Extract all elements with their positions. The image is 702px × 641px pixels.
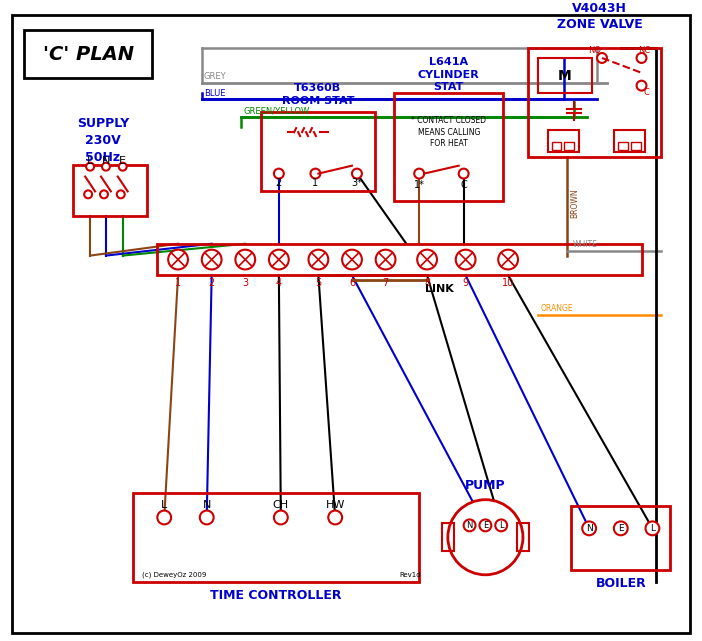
Text: M: M xyxy=(557,69,571,83)
Circle shape xyxy=(448,500,523,575)
Circle shape xyxy=(498,250,518,269)
Circle shape xyxy=(582,521,596,535)
Text: N: N xyxy=(585,524,592,533)
Circle shape xyxy=(269,250,289,269)
Circle shape xyxy=(614,521,628,535)
Circle shape xyxy=(597,53,607,63)
Text: 1: 1 xyxy=(175,278,181,288)
Text: E: E xyxy=(483,521,488,530)
Text: L641A
CYLINDER
STAT: L641A CYLINDER STAT xyxy=(418,57,479,92)
Text: NO: NO xyxy=(588,46,602,54)
Circle shape xyxy=(274,511,288,524)
Text: V4043H
ZONE VALVE: V4043H ZONE VALVE xyxy=(557,2,642,31)
Text: Rev1d: Rev1d xyxy=(399,572,421,578)
Circle shape xyxy=(157,511,171,524)
Text: 1: 1 xyxy=(312,178,319,188)
Text: 4: 4 xyxy=(276,278,282,288)
Text: (c) DeweyOz 2009: (c) DeweyOz 2009 xyxy=(143,572,207,578)
Text: LINK: LINK xyxy=(425,284,453,294)
Circle shape xyxy=(117,190,125,198)
Text: * CONTACT CLOSED
MEANS CALLING
FOR HEAT: * CONTACT CLOSED MEANS CALLING FOR HEAT xyxy=(411,117,486,147)
FancyBboxPatch shape xyxy=(24,30,152,78)
Text: WHITE: WHITE xyxy=(572,240,597,249)
Text: L: L xyxy=(161,499,167,510)
Text: 5: 5 xyxy=(315,278,322,288)
Circle shape xyxy=(274,169,284,179)
Text: 3*: 3* xyxy=(352,178,362,188)
Text: E: E xyxy=(119,156,126,166)
Text: 1*: 1* xyxy=(413,181,425,190)
Text: N: N xyxy=(466,521,472,530)
Text: CH: CH xyxy=(273,499,289,510)
Text: BOILER: BOILER xyxy=(595,577,646,590)
Text: GREEN/YELLOW: GREEN/YELLOW xyxy=(244,106,310,115)
Text: C: C xyxy=(644,88,649,97)
Text: 8: 8 xyxy=(424,278,430,288)
Circle shape xyxy=(637,81,647,90)
Circle shape xyxy=(352,169,362,179)
Circle shape xyxy=(463,519,475,531)
Text: 6: 6 xyxy=(349,278,355,288)
Circle shape xyxy=(329,511,342,524)
Circle shape xyxy=(201,250,222,269)
Text: BROWN: BROWN xyxy=(571,188,579,218)
Text: L: L xyxy=(650,524,655,533)
Text: 9: 9 xyxy=(463,278,469,288)
Circle shape xyxy=(310,169,320,179)
Text: BLUE: BLUE xyxy=(204,88,225,97)
Text: 'C' PLAN: 'C' PLAN xyxy=(43,44,133,63)
Circle shape xyxy=(308,250,329,269)
Text: SUPPLY
230V
50Hz: SUPPLY 230V 50Hz xyxy=(77,117,129,164)
Circle shape xyxy=(84,190,92,198)
Circle shape xyxy=(100,190,108,198)
Circle shape xyxy=(458,169,469,179)
Text: N: N xyxy=(203,499,211,510)
Text: HW: HW xyxy=(326,499,345,510)
Circle shape xyxy=(119,163,126,171)
Circle shape xyxy=(342,250,362,269)
Text: 7: 7 xyxy=(383,278,389,288)
Text: L: L xyxy=(87,156,93,166)
Circle shape xyxy=(86,163,94,171)
Circle shape xyxy=(235,250,255,269)
Text: L: L xyxy=(499,521,503,530)
Text: T6360B
ROOM STAT: T6360B ROOM STAT xyxy=(282,83,354,106)
Text: TIME CONTROLLER: TIME CONTROLLER xyxy=(210,589,342,602)
Text: GREY: GREY xyxy=(204,72,226,81)
Circle shape xyxy=(168,250,188,269)
Text: 3: 3 xyxy=(242,278,249,288)
Circle shape xyxy=(376,250,395,269)
Text: 2: 2 xyxy=(208,278,215,288)
Text: 2: 2 xyxy=(276,178,282,188)
Text: E: E xyxy=(618,524,623,533)
Text: NC: NC xyxy=(638,46,651,54)
FancyBboxPatch shape xyxy=(12,15,690,633)
Circle shape xyxy=(414,169,424,179)
Text: N: N xyxy=(102,156,110,166)
Text: C: C xyxy=(461,181,467,190)
Circle shape xyxy=(479,519,491,531)
Text: PUMP: PUMP xyxy=(465,479,505,492)
Text: ORANGE: ORANGE xyxy=(541,304,574,313)
Circle shape xyxy=(102,163,110,171)
Text: 10: 10 xyxy=(502,278,515,288)
Circle shape xyxy=(200,511,213,524)
Circle shape xyxy=(645,521,659,535)
Circle shape xyxy=(456,250,475,269)
Circle shape xyxy=(417,250,437,269)
Circle shape xyxy=(637,53,647,63)
Circle shape xyxy=(496,519,507,531)
